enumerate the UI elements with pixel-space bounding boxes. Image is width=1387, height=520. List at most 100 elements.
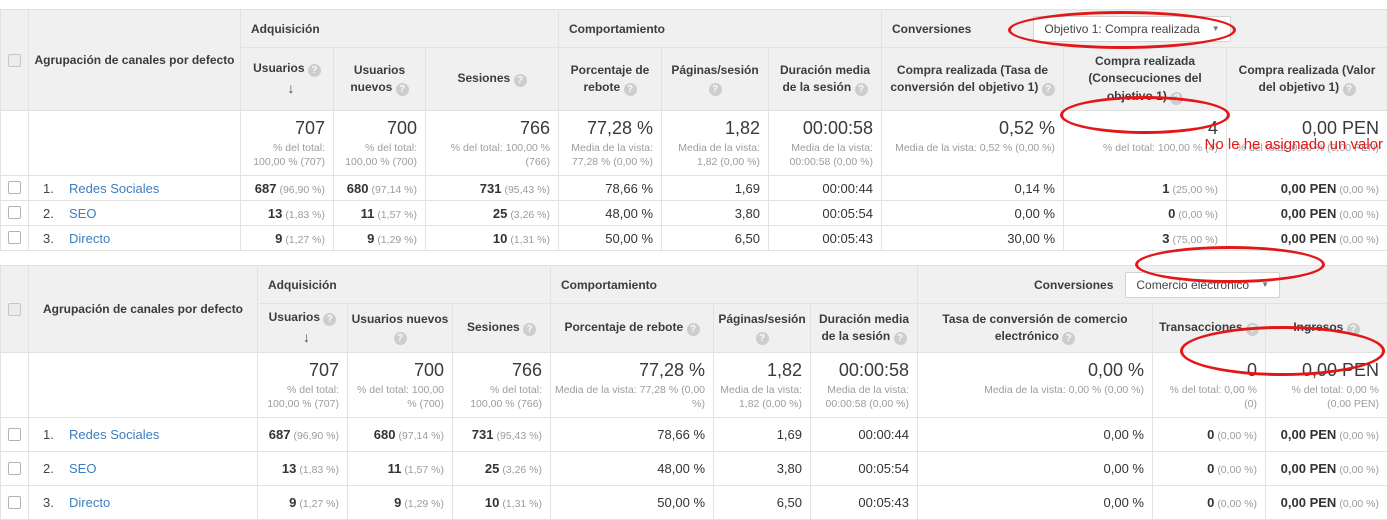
column-header-valor-objetivo[interactable]: Compra realizada (Valor del objetivo 1) … bbox=[1227, 48, 1387, 111]
metric-cell: 6,50 bbox=[662, 226, 769, 251]
row-checkbox[interactable] bbox=[8, 428, 21, 441]
metric-cell: 25(3,26 %) bbox=[453, 452, 551, 486]
column-header-consecuciones-objetivo[interactable]: Compra realizada (Consecuciones del obje… bbox=[1064, 48, 1227, 111]
total-cell-usuarios-nuevos: 700% del total: 100,00 % (700) bbox=[348, 352, 453, 417]
sort-descending-icon[interactable]: ↓ bbox=[303, 329, 310, 345]
select-all-checkbox[interactable] bbox=[8, 303, 21, 316]
help-icon[interactable]: ? bbox=[709, 83, 722, 96]
column-header-usuarios[interactable]: Usuarios ? ↓ bbox=[241, 48, 334, 111]
metric-cell: 13(1,83 %) bbox=[258, 452, 348, 486]
channel-link[interactable]: Redes Sociales bbox=[69, 181, 159, 196]
column-header-usuarios-nuevos[interactable]: Usuarios nuevos ? bbox=[334, 48, 426, 111]
help-icon[interactable]: ? bbox=[394, 332, 407, 345]
row-number: 1. bbox=[43, 427, 69, 442]
column-label: Sesiones bbox=[457, 71, 510, 85]
select-all-checkbox[interactable] bbox=[8, 54, 21, 67]
table-row-seo: 2.SEO 13(1,83 %) 11(1,57 %) 25(3,26 %) 4… bbox=[1, 201, 1387, 226]
help-icon[interactable]: ? bbox=[855, 83, 868, 96]
row-number: 1. bbox=[43, 181, 69, 196]
metric-cell: 687(96,90 %) bbox=[241, 176, 334, 201]
help-icon[interactable]: ? bbox=[894, 332, 907, 345]
column-header-usuarios-nuevos[interactable]: Usuarios nuevos ? bbox=[348, 304, 453, 353]
column-label: Páginas/sesión bbox=[718, 312, 805, 326]
column-header-paginas-sesion[interactable]: Páginas/sesión ? bbox=[714, 304, 811, 353]
channel-cell: 1.Redes Sociales bbox=[29, 418, 258, 452]
ecommerce-selector-value: Comercio electrónico bbox=[1136, 278, 1249, 292]
column-header-duracion-media[interactable]: Duración media de la sesión ? bbox=[769, 48, 882, 111]
metric-cell: 0,00 PEN(0,00 %) bbox=[1266, 418, 1387, 452]
channel-link[interactable]: Directo bbox=[69, 231, 110, 246]
dimension-column-header[interactable]: Agrupación de canales por defecto bbox=[29, 10, 241, 111]
row-checkbox[interactable] bbox=[8, 231, 21, 244]
dimension-label: Agrupación de canales por defecto bbox=[34, 53, 234, 67]
help-icon[interactable]: ? bbox=[1343, 83, 1356, 96]
metric-cell: 13(1,83 %) bbox=[241, 201, 334, 226]
help-icon[interactable]: ? bbox=[308, 64, 321, 77]
column-header-sesiones[interactable]: Sesiones ? bbox=[426, 48, 559, 111]
column-label: Usuarios bbox=[253, 61, 304, 75]
row-checkbox[interactable] bbox=[8, 181, 21, 194]
row-number: 3. bbox=[43, 231, 69, 246]
column-header-tasa-conversion-objetivo[interactable]: Compra realizada (Tasa de conversión del… bbox=[882, 48, 1064, 111]
row-checkbox-cell bbox=[1, 452, 29, 486]
help-icon[interactable]: ? bbox=[1062, 332, 1075, 345]
ecommerce-selector-dropdown[interactable]: Comercio electrónico ▼ bbox=[1125, 272, 1280, 298]
column-label: Transacciones bbox=[1159, 320, 1242, 334]
row-checkbox-cell bbox=[1, 418, 29, 452]
channel-link[interactable]: Redes Sociales bbox=[69, 427, 159, 442]
total-cell-consecuciones-objetivo: 4% del total: 100,00 % (4) bbox=[1064, 111, 1227, 176]
column-header-ingresos[interactable]: Ingresos ? bbox=[1266, 304, 1387, 353]
sort-descending-icon[interactable]: ↓ bbox=[288, 80, 295, 96]
group-header-row: Agrupación de canales por defecto Adquis… bbox=[1, 266, 1387, 304]
help-icon[interactable]: ? bbox=[514, 74, 527, 87]
metric-cell: 6,50 bbox=[714, 486, 811, 520]
row-checkbox[interactable] bbox=[8, 496, 21, 509]
channel-link[interactable]: SEO bbox=[69, 461, 96, 476]
column-label: Compra realizada (Tasa de conversión del… bbox=[890, 63, 1048, 94]
column-header-tasa-conversion-ecommerce[interactable]: Tasa de conversión de comercio electróni… bbox=[918, 304, 1153, 353]
metric-cell: 48,00 % bbox=[559, 201, 662, 226]
column-header-porcentaje-rebote[interactable]: Porcentaje de rebote ? bbox=[551, 304, 714, 353]
help-icon[interactable]: ? bbox=[523, 323, 536, 336]
help-icon[interactable]: ? bbox=[1347, 323, 1360, 336]
channels-table-ecommerce-conversions: Agrupación de canales por defecto Adquis… bbox=[0, 265, 1387, 520]
metric-cell: 00:05:54 bbox=[769, 201, 882, 226]
help-icon[interactable]: ? bbox=[1246, 323, 1259, 336]
channel-cell: 3.Directo bbox=[29, 486, 258, 520]
help-icon[interactable]: ? bbox=[687, 323, 700, 336]
total-cell-usuarios: 707% del total: 100,00 % (707) bbox=[258, 352, 348, 417]
metric-cell: 1,69 bbox=[714, 418, 811, 452]
column-header-duracion-media[interactable]: Duración media de la sesión ? bbox=[811, 304, 918, 353]
group-header-acquisition: Adquisición bbox=[241, 10, 559, 48]
group-header-row: Agrupación de canales por defecto Adquis… bbox=[1, 10, 1387, 48]
channel-cell: 2.SEO bbox=[29, 201, 241, 226]
help-icon[interactable]: ? bbox=[624, 83, 637, 96]
help-icon[interactable]: ? bbox=[1170, 92, 1183, 105]
row-checkbox[interactable] bbox=[8, 462, 21, 475]
total-cell-sesiones: 766% del total: 100,00 % (766) bbox=[453, 352, 551, 417]
column-header-paginas-sesion[interactable]: Páginas/sesión ? bbox=[662, 48, 769, 111]
goal-selector-dropdown[interactable]: Objetivo 1: Compra realizada ▼ bbox=[1033, 16, 1230, 42]
totals-row: 707% del total: 100,00 % (707) 700% del … bbox=[1, 352, 1387, 417]
help-icon[interactable]: ? bbox=[1042, 83, 1055, 96]
metric-cell: 00:05:54 bbox=[811, 452, 918, 486]
table-row-redes-sociales: 1.Redes Sociales 687(96,90 %) 680(97,14 … bbox=[1, 176, 1387, 201]
row-checkbox[interactable] bbox=[8, 206, 21, 219]
column-header-porcentaje-rebote[interactable]: Porcentaje de rebote ? bbox=[559, 48, 662, 111]
totals-checkbox-cell bbox=[1, 111, 29, 176]
channel-cell: 1.Redes Sociales bbox=[29, 176, 241, 201]
dimension-column-header[interactable]: Agrupación de canales por defecto bbox=[29, 266, 258, 353]
column-label: Tasa de conversión de comercio electróni… bbox=[942, 312, 1127, 343]
help-icon[interactable]: ? bbox=[396, 83, 409, 96]
channel-link[interactable]: Directo bbox=[69, 495, 110, 510]
column-header-sesiones[interactable]: Sesiones ? bbox=[453, 304, 551, 353]
column-header-usuarios[interactable]: Usuarios ? ↓ bbox=[258, 304, 348, 353]
row-checkbox-cell bbox=[1, 176, 29, 201]
column-header-transacciones[interactable]: Transacciones ? bbox=[1153, 304, 1266, 353]
help-icon[interactable]: ? bbox=[756, 332, 769, 345]
help-icon[interactable]: ? bbox=[323, 313, 336, 326]
channel-link[interactable]: SEO bbox=[69, 206, 96, 221]
